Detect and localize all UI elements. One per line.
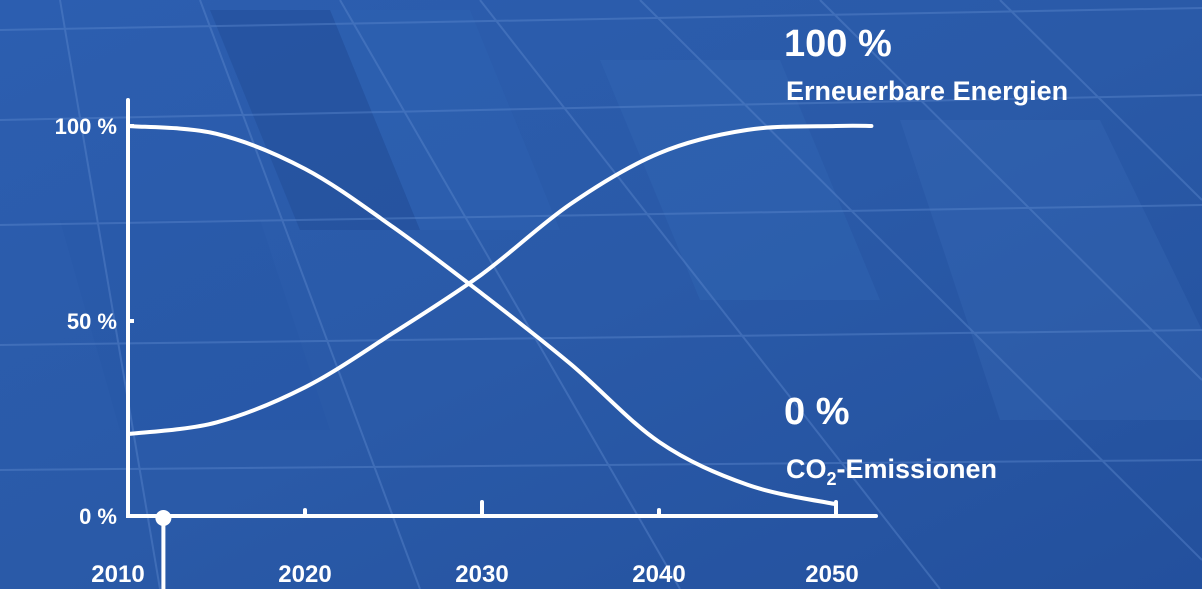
series-end-label-erneuerbare: Erneuerbare Energien xyxy=(786,76,1068,106)
x-tick-label-2040: 2040 xyxy=(632,561,685,588)
chart-axes xyxy=(126,98,878,518)
x-tick-label-2030: 2030 xyxy=(455,561,508,588)
current-year-marker-dot xyxy=(155,510,172,526)
chart-ticks xyxy=(126,124,838,589)
x-tick-label-2050: 2050 xyxy=(805,561,858,588)
y-tick-label-50: 50 % xyxy=(67,309,117,334)
series-end-value-erneuerbare: 100 % xyxy=(784,23,892,65)
chart-series xyxy=(126,123,874,507)
series-end-label-co2: CO2-Emissionen xyxy=(786,454,997,489)
series-line-co2-emissionen xyxy=(126,124,838,507)
series-line-erneuerbare-energien xyxy=(126,123,874,437)
x-tick-label-2010: 2010 xyxy=(91,561,144,588)
y-tick-label-0: 0 % xyxy=(79,504,117,529)
chart-labels: 0 % 50 % 100 % 2010 2020 2030 2040 2050 100 % Ern… xyxy=(55,23,1069,588)
y-tick-label-100: 100 % xyxy=(55,114,117,139)
series-end-value-co2: 0 % xyxy=(784,391,849,433)
x-tick-label-2020: 2020 xyxy=(278,561,331,588)
